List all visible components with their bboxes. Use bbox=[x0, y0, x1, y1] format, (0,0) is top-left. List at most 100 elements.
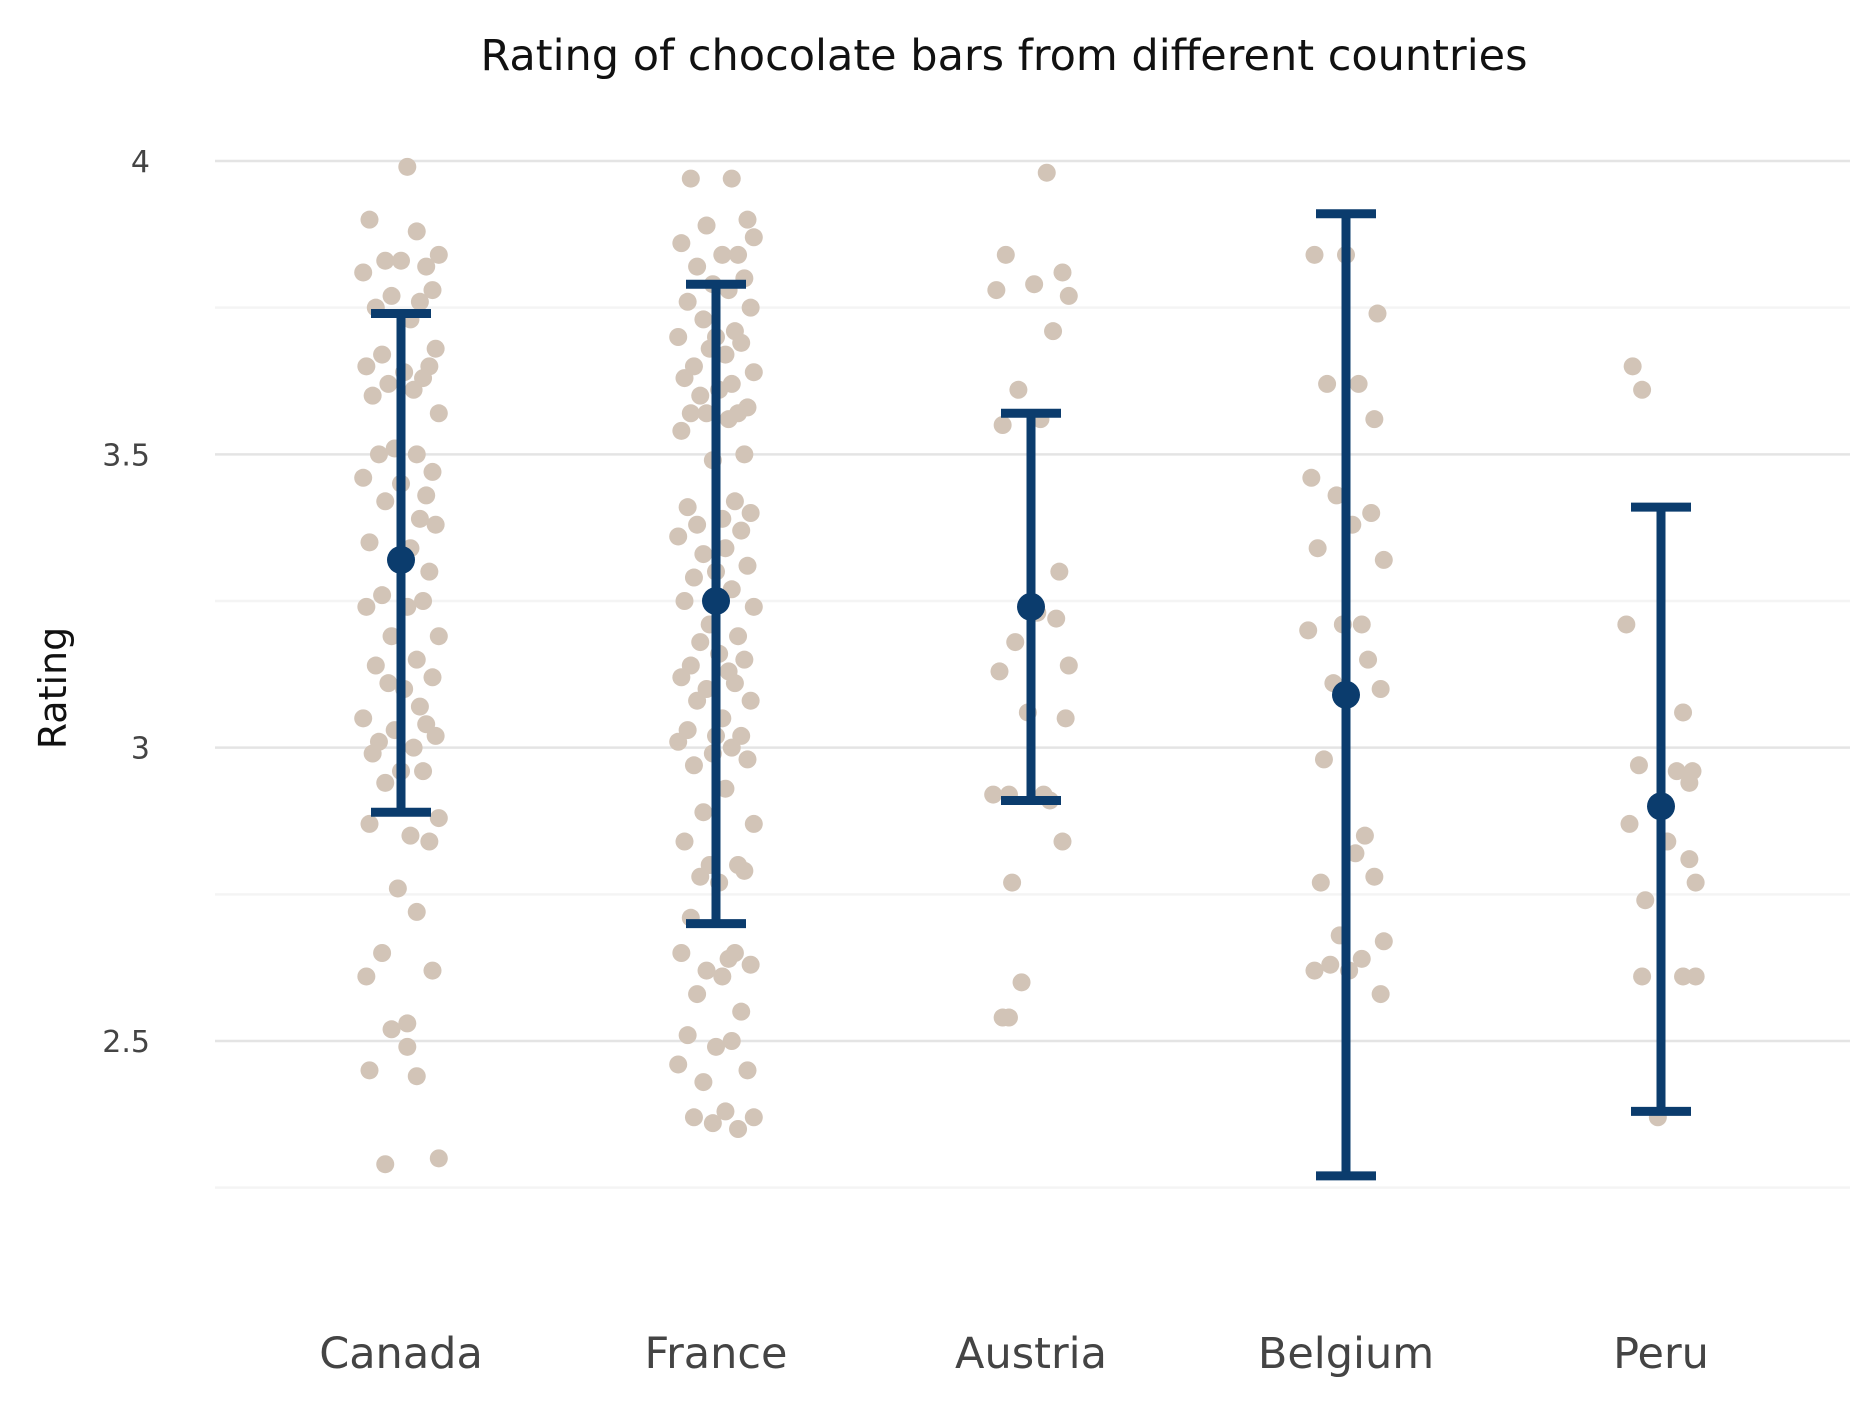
data-point bbox=[984, 785, 1003, 804]
data-point bbox=[1620, 814, 1639, 833]
data-point bbox=[1667, 762, 1686, 781]
data-point bbox=[1053, 832, 1072, 851]
data-point bbox=[1352, 949, 1371, 968]
data-point bbox=[1056, 709, 1075, 728]
data-point bbox=[1302, 468, 1321, 487]
data-point bbox=[744, 1108, 763, 1127]
data-point bbox=[1009, 380, 1028, 399]
data-point bbox=[417, 257, 436, 276]
data-point bbox=[672, 944, 691, 962]
y-axis-label: Rating bbox=[31, 627, 75, 750]
data-point bbox=[1311, 873, 1330, 892]
data-point bbox=[363, 386, 382, 405]
data-point bbox=[1299, 621, 1318, 640]
data-point bbox=[735, 650, 754, 669]
data-point bbox=[1003, 873, 1022, 892]
x-axis-ticks: Canada France Austria Belgium Peru bbox=[319, 1329, 1709, 1379]
data-point bbox=[360, 210, 379, 229]
data-point bbox=[996, 245, 1015, 264]
data-point bbox=[354, 263, 373, 282]
data-point bbox=[382, 286, 401, 305]
data-point bbox=[423, 961, 442, 980]
data-point bbox=[376, 251, 395, 270]
data-point bbox=[398, 1014, 417, 1033]
data-point bbox=[722, 1032, 741, 1050]
data-point bbox=[1374, 932, 1393, 951]
data-point bbox=[354, 468, 373, 487]
data-point bbox=[722, 738, 741, 757]
data-point bbox=[1674, 967, 1693, 986]
data-point bbox=[678, 498, 697, 517]
data-point bbox=[716, 779, 735, 798]
data-point bbox=[697, 216, 716, 235]
x-tick-label: Belgium bbox=[1258, 1329, 1434, 1379]
data-point bbox=[713, 967, 732, 986]
data-point bbox=[744, 597, 763, 616]
data-point bbox=[729, 1120, 748, 1138]
data-point bbox=[379, 674, 398, 693]
data-point bbox=[1314, 750, 1333, 769]
data-point bbox=[1059, 286, 1078, 305]
data-point bbox=[725, 674, 744, 693]
data-point bbox=[713, 245, 732, 264]
data-point bbox=[373, 345, 392, 364]
data-point bbox=[1050, 562, 1069, 581]
data-point bbox=[1371, 985, 1390, 1004]
data-point bbox=[407, 902, 426, 921]
data-point bbox=[1362, 504, 1381, 522]
data-point bbox=[1686, 967, 1705, 986]
data-point bbox=[678, 292, 697, 311]
data-point bbox=[407, 222, 426, 241]
data-point bbox=[414, 762, 433, 781]
data-point bbox=[1318, 374, 1337, 393]
data-point bbox=[694, 1073, 713, 1092]
data-point bbox=[1012, 973, 1031, 992]
data-point bbox=[379, 374, 398, 393]
data-point bbox=[675, 592, 694, 610]
data-point bbox=[694, 310, 713, 329]
data-point bbox=[722, 169, 741, 188]
data-point bbox=[688, 691, 707, 710]
data-point bbox=[423, 668, 442, 687]
data-point bbox=[1355, 826, 1374, 845]
data-point bbox=[672, 234, 691, 253]
data-point bbox=[1321, 955, 1340, 974]
data-point bbox=[697, 404, 716, 423]
data-point bbox=[363, 744, 382, 763]
data-point bbox=[1047, 609, 1066, 628]
data-point bbox=[1633, 380, 1652, 399]
data-point bbox=[360, 533, 379, 552]
data-point bbox=[1636, 891, 1655, 910]
y-tick-label: 3.5 bbox=[102, 438, 150, 473]
data-point bbox=[423, 281, 442, 300]
data-point bbox=[1374, 550, 1393, 569]
data-point bbox=[735, 861, 754, 880]
data-point bbox=[1680, 773, 1699, 792]
data-point bbox=[373, 944, 392, 962]
data-point bbox=[369, 445, 388, 464]
data-point bbox=[669, 1055, 688, 1074]
data-point bbox=[404, 380, 423, 399]
data-point bbox=[1674, 703, 1693, 722]
data-point bbox=[398, 157, 417, 176]
data-point bbox=[691, 633, 710, 652]
data-point bbox=[1346, 844, 1365, 863]
data-point bbox=[669, 527, 688, 546]
data-point bbox=[716, 539, 735, 558]
y-axis-ticks: 2.5 3 3.5 4 bbox=[102, 145, 150, 1060]
data-point bbox=[423, 462, 442, 481]
data-point bbox=[382, 627, 401, 646]
data-point bbox=[990, 662, 1009, 681]
data-point bbox=[376, 773, 395, 792]
chart-title: Rating of chocolate bars from different … bbox=[480, 31, 1527, 81]
data-point bbox=[741, 955, 760, 974]
data-point bbox=[1305, 245, 1324, 264]
data-point bbox=[376, 1155, 395, 1174]
data-point bbox=[420, 832, 439, 851]
error-bar-belgium bbox=[1316, 209, 1376, 1181]
data-point bbox=[1025, 275, 1044, 294]
data-point bbox=[729, 245, 748, 264]
data-point bbox=[382, 1020, 401, 1039]
data-point bbox=[707, 1037, 725, 1056]
